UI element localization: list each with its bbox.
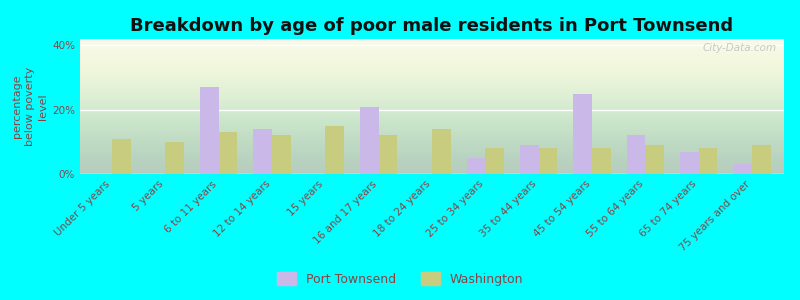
Bar: [326, 126, 344, 174]
Bar: [112, 139, 130, 174]
Bar: [200, 87, 218, 174]
Bar: [574, 94, 592, 174]
Bar: [378, 135, 398, 174]
Bar: [272, 135, 290, 174]
Bar: [698, 148, 718, 174]
Bar: [592, 148, 610, 174]
Text: City-Data.com: City-Data.com: [703, 43, 777, 53]
Bar: [432, 129, 450, 174]
Legend: Port Townsend, Washington: Port Townsend, Washington: [272, 267, 528, 291]
Bar: [626, 135, 646, 174]
Bar: [486, 148, 504, 174]
Bar: [646, 145, 664, 174]
Bar: [680, 152, 698, 174]
Bar: [538, 148, 558, 174]
Bar: [360, 106, 378, 174]
Bar: [520, 145, 538, 174]
Y-axis label: percentage
below poverty
level: percentage below poverty level: [11, 67, 48, 146]
Bar: [254, 129, 272, 174]
Bar: [752, 145, 770, 174]
Bar: [734, 164, 752, 174]
Bar: [466, 158, 486, 174]
Bar: [166, 142, 184, 174]
Bar: [218, 132, 238, 174]
Title: Breakdown by age of poor male residents in Port Townsend: Breakdown by age of poor male residents …: [130, 17, 734, 35]
